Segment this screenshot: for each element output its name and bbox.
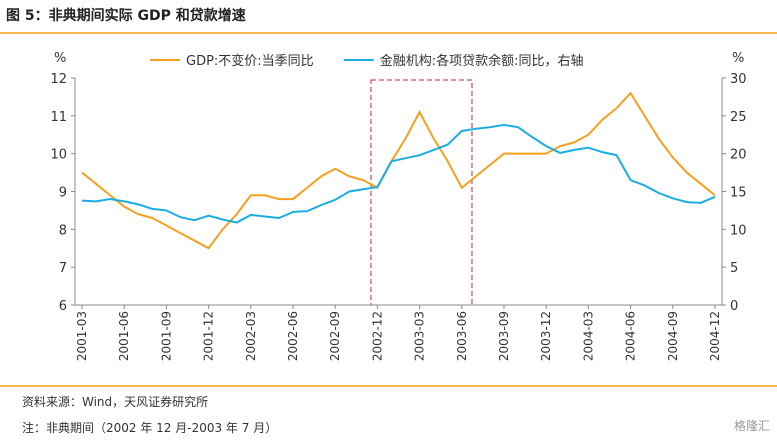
series-line <box>81 91 716 250</box>
x-tick-label: 2002-06 <box>286 311 300 361</box>
y-tick-label: 9 <box>59 186 67 201</box>
watermark: 格隆汇 <box>734 418 770 433</box>
title: 图 5：非典期间实际 GDP 和贷款增速 <box>6 7 246 24</box>
x-tick-label: 2002-03 <box>244 311 258 361</box>
legend-label: GDP:不变价:当季同比 <box>186 53 314 69</box>
y2-tick-label: 30 <box>730 72 747 87</box>
x-tick-label: 2001-06 <box>117 311 131 361</box>
x-tick-label: 2002-12 <box>370 311 384 361</box>
x-tick-label: 2003-12 <box>539 311 553 361</box>
y-unit: % <box>54 51 66 66</box>
x-tick-label: 2004-06 <box>624 311 638 361</box>
y-tick-label: 6 <box>59 299 67 314</box>
x-tick-label: 2001-09 <box>159 311 173 361</box>
x-tick-label: 2001-12 <box>202 311 216 361</box>
y2-tick-label: 20 <box>730 148 747 163</box>
note: 注：非典期间（2002 年 12 月-2003 年 7 月） <box>22 420 277 435</box>
y-tick-label: 8 <box>59 223 67 238</box>
x-tick-label: 2003-06 <box>455 311 469 361</box>
series-line <box>81 123 716 224</box>
x-tick-label: 2001-03 <box>75 311 89 361</box>
x-tick-label: 2003-03 <box>413 311 427 361</box>
y-tick-label: 10 <box>50 148 67 163</box>
y2-tick-label: 0 <box>730 299 738 314</box>
y2-tick-label: 15 <box>730 186 747 201</box>
y2-tick-label: 5 <box>730 261 738 276</box>
y2-unit: % <box>732 51 744 66</box>
x-tick-label: 2004-12 <box>708 311 722 361</box>
y2-tick-label: 10 <box>730 223 747 238</box>
y-tick-label: 7 <box>59 261 67 276</box>
x-tick-label: 2004-09 <box>666 311 680 361</box>
x-tick-label: 2003-09 <box>497 311 511 361</box>
x-tick-label: 2002-09 <box>328 311 342 361</box>
x-tick-label: 2004-03 <box>581 311 595 361</box>
y2-tick-label: 25 <box>730 110 747 125</box>
y-tick-label: 12 <box>50 72 67 87</box>
source: 资料来源：Wind，天风证券研究所 <box>22 394 208 409</box>
y-tick-label: 11 <box>50 110 67 125</box>
legend-label: 金融机构:各项贷款余额:同比，右轴 <box>380 53 584 69</box>
